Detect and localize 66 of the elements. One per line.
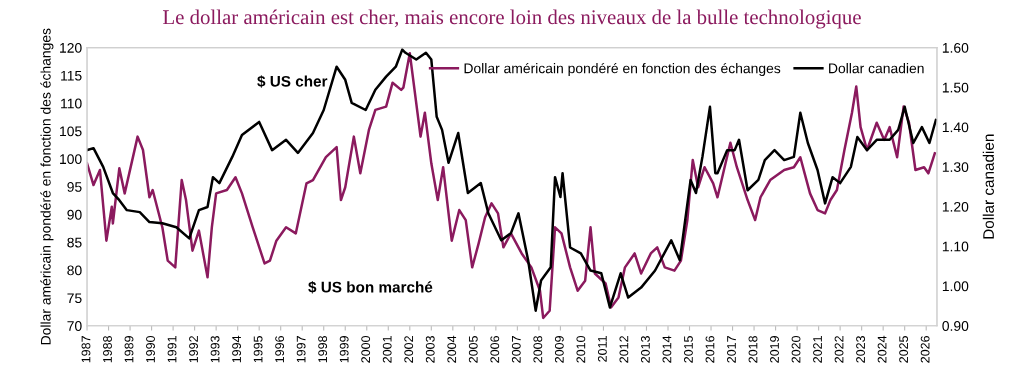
y-tick-label: 105 xyxy=(60,126,82,137)
x-tick-label: 2009 xyxy=(554,336,564,363)
x-tick-label: 2004 xyxy=(447,335,457,363)
x-tick-label: 2007 xyxy=(511,336,521,363)
x-tick-label: 2021 xyxy=(813,336,822,363)
x-tick-label: 2016 xyxy=(705,336,715,363)
x-tick-label: 2020 xyxy=(791,335,801,363)
x-tick-label: 2022 xyxy=(834,336,844,363)
annotation: $ US cher xyxy=(257,75,328,88)
y-tick-label: 80 xyxy=(67,265,82,276)
y2-axis-title: Dollar canadien xyxy=(982,134,994,239)
x-tick-label: 2012 xyxy=(619,336,629,363)
legend-label: Dollar canadien xyxy=(829,63,924,74)
x-tick-label: 1995 xyxy=(253,336,263,363)
x-tick-label: 2025 xyxy=(899,336,909,363)
x-tick-label: 1996 xyxy=(275,336,285,363)
x-tick-label: 1998 xyxy=(318,336,328,363)
y-tick-label: 95 xyxy=(67,182,82,192)
x-tick-label: 1997 xyxy=(296,336,306,363)
x-tick-label: 1988 xyxy=(103,336,112,363)
y-tick-label: 85 xyxy=(67,237,82,248)
chart-title: Le dollar américain est cher, mais encore loin des niveaux de la bulle technologique xyxy=(163,9,861,29)
x-tick-label: 2010 xyxy=(576,335,586,363)
x-tick-label: 2005 xyxy=(468,336,478,363)
y-tick-label: 110 xyxy=(61,98,82,109)
x-tick-label: 1991 xyxy=(167,336,177,363)
y-axis-title: Dollar américain pondéré en fonction des échanges xyxy=(40,28,54,345)
x-tick-label: 2002 xyxy=(404,336,414,363)
x-tick-label: 2006 xyxy=(490,336,500,363)
x-tick-label: 2026 xyxy=(920,336,930,363)
y2-tick-label: 1.00 xyxy=(942,281,969,292)
x-tick-label: 1990 xyxy=(146,335,155,363)
y2-tick-label: 1.60 xyxy=(942,42,969,53)
y2-tick-label: 1.50 xyxy=(942,82,969,93)
x-tick-label: 2019 xyxy=(770,336,779,363)
y-tick-label: 70 xyxy=(67,321,82,331)
y-tick-label: 100 xyxy=(60,154,82,165)
x-tick-label: 2003 xyxy=(425,336,435,363)
x-tick-label: 2024 xyxy=(877,335,887,363)
y-tick-label: 90 xyxy=(67,209,82,220)
legend-label: Dollar américain pondéré en fonction des échanges xyxy=(464,62,781,77)
x-tick-label: 1987 xyxy=(81,336,91,363)
x-tick-label: 2015 xyxy=(684,336,693,363)
x-tick-label: 1992 xyxy=(189,336,198,363)
x-tick-label: 1999 xyxy=(339,336,349,363)
x-tick-label: 2014 xyxy=(662,335,672,363)
x-tick-label: 2000 xyxy=(361,335,371,363)
x-tick-label: 1993 xyxy=(210,336,220,363)
y-tick-label: 120 xyxy=(60,42,82,53)
x-tick-label: 2023 xyxy=(856,336,866,363)
y-tick-label: 115 xyxy=(61,70,82,81)
x-tick-label: 2011 xyxy=(597,336,607,362)
x-tick-label: 2001 xyxy=(382,336,392,363)
y2-tick-label: 0.90 xyxy=(942,321,969,331)
x-tick-label: 2013 xyxy=(640,336,650,363)
y2-tick-label: 1.40 xyxy=(942,122,969,133)
y-tick-label: 75 xyxy=(67,293,82,304)
x-tick-label: 2017 xyxy=(727,336,736,363)
y2-tick-label: 1.30 xyxy=(942,162,969,172)
annotation: $ US bon marché xyxy=(308,281,433,294)
x-tick-label: 1994 xyxy=(232,335,242,363)
x-tick-label: 2008 xyxy=(533,336,543,363)
x-tick-label: 2018 xyxy=(748,336,758,363)
x-tick-label: 1989 xyxy=(124,336,134,363)
y2-tick-label: 1.10 xyxy=(942,241,969,252)
y2-tick-label: 1.20 xyxy=(942,201,969,212)
